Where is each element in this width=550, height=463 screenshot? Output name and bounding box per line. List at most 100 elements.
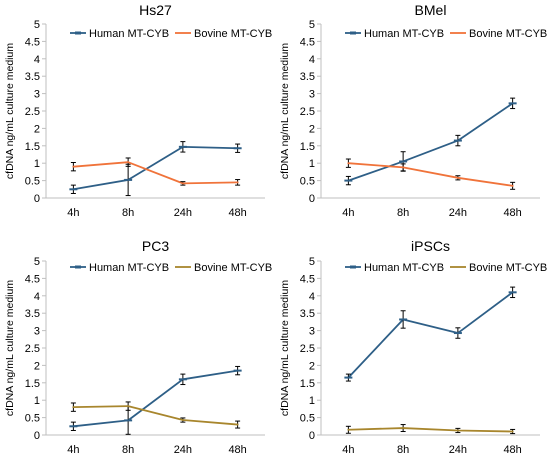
y-tick-label: 5 (34, 19, 40, 31)
data-point (456, 429, 459, 432)
y-axis-label: cfDNA ng/mL culture medium (4, 280, 16, 416)
y-tick-label: 2 (309, 360, 315, 372)
y-tick-label: 3.5 (300, 71, 315, 83)
series-line (73, 369, 238, 428)
y-tick-label: 3 (34, 326, 40, 338)
data-point (511, 184, 514, 187)
y-tick-label: 3.5 (300, 308, 315, 320)
series-line (73, 161, 238, 185)
y-tick-label: 4.5 (25, 36, 40, 48)
x-tick-label: 8h (397, 207, 409, 219)
y-tick-label: 1.5 (300, 141, 315, 153)
y-tick-label: 2.5 (25, 343, 40, 355)
y-tick-label: 2 (309, 123, 315, 135)
y-tick-label: 1 (309, 158, 315, 170)
y-tick-label: 5 (309, 19, 315, 31)
y-tick-label: 4 (309, 54, 315, 66)
x-tick-label: 8h (122, 207, 134, 219)
legend-label: Human MT-CYB (89, 28, 169, 40)
data-point (402, 166, 405, 169)
y-tick-label: 3 (309, 326, 315, 338)
y-tick-label: 0 (309, 193, 315, 205)
chart-title: BMel (415, 2, 447, 18)
y-tick-label: 4 (34, 291, 40, 303)
x-tick-label: 24h (174, 444, 192, 456)
data-point (127, 161, 130, 164)
y-tick-label: 1.5 (300, 378, 315, 390)
series-line (73, 145, 238, 191)
series-line (347, 291, 514, 379)
y-tick-label: 3 (34, 89, 40, 101)
x-tick-label: 48h (503, 207, 521, 219)
y-tick-label: 2.5 (300, 106, 315, 118)
data-point (181, 419, 184, 422)
y-tick-label: 0 (34, 430, 40, 442)
chart-panel: BMel cfDNA ng/mL culture medium 0 0.5 1 1.5 2 2… (279, 2, 547, 219)
y-tick-label: 2 (34, 123, 40, 135)
x-tick-label: 4h (342, 207, 354, 219)
series-line (73, 405, 238, 426)
chart-title: iPSCs (411, 238, 450, 254)
y-tick-label: 1 (309, 395, 315, 407)
y-tick-label: 0.5 (25, 176, 40, 188)
y-tick-label: 0 (309, 430, 315, 442)
data-point (127, 405, 130, 408)
series-line (348, 427, 513, 433)
chart-title: Hs27 (139, 2, 172, 18)
y-tick-label: 1 (34, 395, 40, 407)
y-tick-label: 3 (309, 89, 315, 101)
y-axis-label: cfDNA ng/mL culture medium (279, 43, 291, 179)
y-tick-label: 0 (34, 193, 40, 205)
legend-label: Human MT-CYB (364, 28, 444, 40)
chart-title: PC3 (142, 238, 169, 254)
x-tick-label: 4h (342, 444, 354, 456)
x-tick-label: 24h (449, 444, 467, 456)
x-tick-label: 24h (174, 207, 192, 219)
y-tick-label: 0.5 (25, 413, 40, 425)
data-point (347, 428, 350, 431)
data-point (347, 162, 350, 165)
y-tick-label: 0.5 (300, 413, 315, 425)
x-tick-label: 8h (397, 444, 409, 456)
x-tick-label: 8h (122, 444, 134, 456)
x-tick-label: 48h (228, 207, 246, 219)
y-tick-label: 2.5 (300, 343, 315, 355)
y-axis-label: cfDNA ng/mL culture medium (4, 43, 16, 179)
legend-label: Human MT-CYB (89, 262, 169, 274)
legend-label: Bovine MT-CYB (469, 262, 547, 274)
y-tick-label: 4.5 (25, 273, 40, 285)
legend-label: Human MT-CYB (364, 262, 444, 274)
y-tick-label: 5 (34, 256, 40, 268)
y-axis-label: cfDNA ng/mL culture medium (279, 280, 291, 416)
x-tick-label: 4h (67, 444, 79, 456)
data-point (236, 423, 239, 426)
y-tick-label: 4 (34, 54, 40, 66)
y-tick-label: 4 (309, 291, 315, 303)
chart-panel: iPSCs cfDNA ng/mL culture medium 0 0.5 1 1.5 2… (279, 238, 547, 456)
y-tick-label: 1 (34, 158, 40, 170)
data-point (511, 430, 514, 433)
legend-label: Bovine MT-CYB (194, 28, 272, 40)
series-line (348, 162, 513, 187)
data-point (456, 176, 459, 179)
x-tick-label: 4h (67, 207, 79, 219)
y-tick-label: 5 (309, 256, 315, 268)
y-tick-label: 4.5 (300, 36, 315, 48)
chart-panel: Hs27 cfDNA ng/mL culture medium 0 0.5 1 1.5 2 2… (4, 2, 272, 219)
chart-panel: PC3 cfDNA ng/mL culture medium 0 0.5 1 1.5 2 2.… (4, 238, 272, 456)
y-tick-label: 3.5 (25, 308, 40, 320)
data-point (72, 165, 75, 168)
y-tick-label: 3.5 (25, 71, 40, 83)
data-point (236, 181, 239, 184)
data-point (402, 427, 405, 430)
x-tick-label: 24h (449, 207, 467, 219)
x-tick-label: 48h (503, 444, 521, 456)
y-tick-label: 4.5 (300, 273, 315, 285)
legend-label: Bovine MT-CYB (194, 262, 272, 274)
y-tick-label: 1.5 (25, 141, 40, 153)
legend-label: Bovine MT-CYB (469, 28, 547, 40)
y-tick-label: 2 (34, 360, 40, 372)
series-line (348, 102, 514, 182)
